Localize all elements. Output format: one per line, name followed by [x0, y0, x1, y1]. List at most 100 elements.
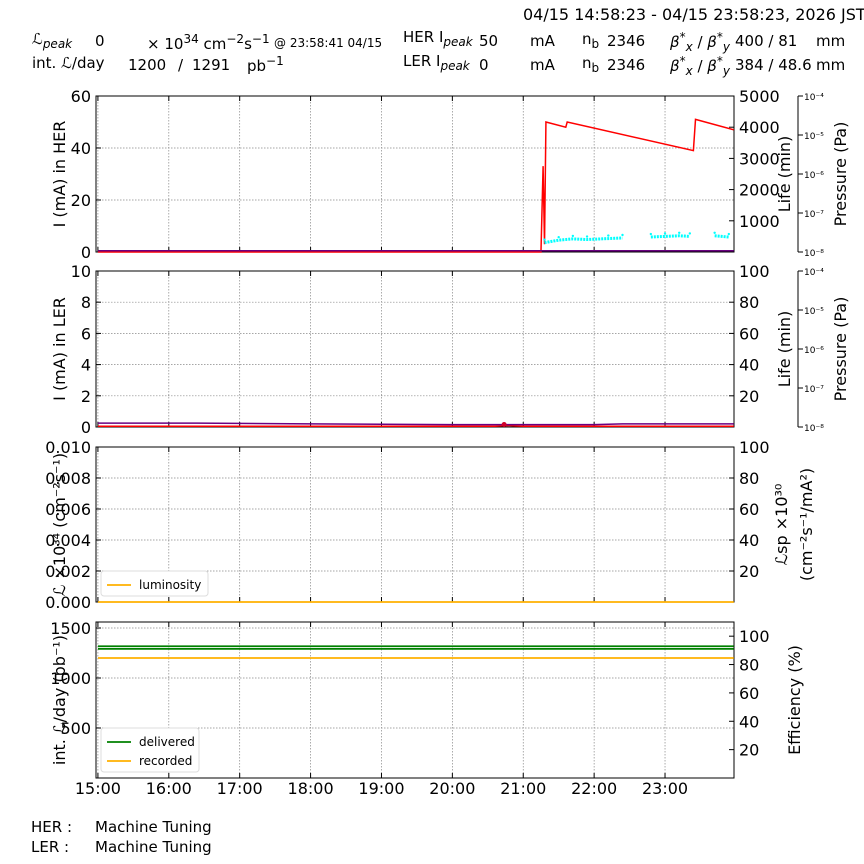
x-tick-label-6: 21:00 — [500, 779, 546, 798]
pressure-tick-label-ler-3: 10⁻⁵ — [804, 307, 824, 317]
y-tick-label-lumi-2: 0.004 — [45, 531, 91, 550]
y-tick-label-intlumi-0: 500 — [60, 719, 91, 738]
legend-label-delivered: delivered — [139, 735, 195, 749]
y2-axis-label2-lumi: (cm⁻²s⁻¹/mA²) — [797, 468, 816, 581]
y2-tick-label-her-0: 1000 — [739, 212, 780, 231]
pressure-tick-label-her-1: 10⁻⁷ — [804, 210, 824, 220]
y-tick-label-intlumi-1: 1000 — [50, 669, 91, 688]
series-ler-pressure — [97, 422, 734, 426]
life-point-her-2 — [571, 234, 575, 238]
x-tick-label-2: 17:00 — [217, 779, 263, 798]
y-tick-label-her-0: 0 — [81, 243, 91, 262]
y2-tick-label-intlumi-0: 20 — [739, 741, 759, 760]
legend-label-luminosity: luminosity — [139, 578, 201, 592]
pressure-tick-label-her-3: 10⁻⁵ — [804, 132, 824, 142]
life-point-her-4 — [607, 234, 610, 237]
y2-tick-label-lumi-2: 60 — [739, 500, 759, 519]
y2-axis-label-her: Life (min) — [775, 136, 794, 213]
y2-tick-label-ler-4: 100 — [739, 262, 770, 281]
her-ipeak-unit: mA — [530, 32, 555, 50]
y2-tick-label-lumi-4: 100 — [739, 438, 770, 457]
intl-value2: 1291 — [192, 56, 231, 74]
her-ipeak-value: 50 — [479, 32, 499, 50]
plot-frame-her — [95, 95, 735, 253]
legend-box-lumi — [100, 570, 209, 597]
intl-unit: pb−1 — [247, 54, 284, 75]
pressure-tick-label-ler-0: 10⁻⁸ — [804, 424, 824, 434]
ler-current-marker — [501, 422, 507, 427]
lpeak-label: ℒpeak — [32, 30, 73, 51]
life-point-her-0 — [543, 238, 546, 241]
life-point-her-1 — [557, 235, 560, 239]
plot-frame-intlumi — [95, 621, 735, 779]
her-status-label: HER : — [31, 818, 73, 836]
x-tick-label-4: 19:00 — [358, 779, 404, 798]
x-tick-label-7: 22:00 — [571, 779, 617, 798]
ler-status-label: LER : — [31, 838, 70, 856]
life-point-her-12 — [713, 231, 716, 234]
y-tick-label-ler-4: 8 — [81, 293, 91, 312]
time-range: 04/15 14:58:23 - 04/15 23:58:23, 2026 JS… — [523, 5, 864, 24]
ler-nb-label: nb — [582, 54, 600, 75]
lpeak-value: 0 — [95, 32, 105, 50]
pressure-axis-label-ler: Pressure (Pa) — [831, 297, 850, 402]
y-tick-label-lumi-1: 0.002 — [45, 562, 91, 581]
life-point-her-5 — [621, 233, 624, 237]
x-tick-label-1: 16:00 — [146, 779, 192, 798]
y-axis-label-her: I (mA) in HER — [50, 121, 69, 228]
ler-nb-value: 2346 — [607, 56, 646, 74]
y-axis-label-intlumi: int. ℒ/day (pb⁻¹) — [50, 635, 69, 765]
y-tick-label-lumi-3: 0.006 — [45, 500, 91, 519]
ler-ipeak-label: LER Ipeak — [403, 52, 470, 73]
series-her-life-end — [714, 234, 729, 239]
ler-beta-values: 384 / 48.6 — [735, 56, 812, 74]
pressure-tick-label-ler-1: 10⁻⁷ — [804, 385, 824, 395]
x-tick-label-3: 18:00 — [288, 779, 334, 798]
y2-axis-label-intlumi: Efficiency (%) — [785, 645, 804, 755]
pressure-axis-label-her: Pressure (Pa) — [831, 122, 850, 227]
legend-label-recorded: recorded — [139, 754, 192, 768]
ler-beta-label: β*x / β*y — [670, 54, 730, 78]
y2-tick-label-lumi-1: 40 — [739, 531, 759, 550]
y-tick-label-ler-2: 4 — [81, 356, 91, 375]
series-her-life-6 — [544, 236, 623, 245]
pressure-tick-label-her-4: 10⁻⁴ — [804, 93, 824, 103]
life-point-her-10 — [688, 232, 692, 235]
y2-tick-label-her-3: 4000 — [739, 118, 780, 137]
her-beta-label: β*x / β*y — [670, 30, 730, 54]
life-point-her-9 — [678, 231, 681, 234]
her-nb-value: 2346 — [607, 32, 646, 50]
y2-tick-label-lumi-0: 20 — [739, 562, 759, 581]
series-her-life-11 — [650, 234, 690, 239]
y-tick-label-her-1: 20 — [71, 191, 91, 210]
ler-beta-unit: mm — [816, 56, 846, 74]
intl-value: 1200 — [128, 56, 167, 74]
her-nb-label: nb — [582, 30, 600, 51]
y2-axis-label-ler: Life (min) — [775, 311, 794, 388]
y-axis-label-ler: I (mA) in LER — [50, 297, 69, 401]
y-tick-label-ler-0: 0 — [81, 418, 91, 437]
plot-frame-ler — [95, 270, 735, 428]
life-point-her-8 — [663, 232, 667, 235]
series-ler-current — [97, 424, 734, 427]
her-ipeak-label: HER Ipeak — [403, 28, 473, 49]
life-point-her-13 — [727, 232, 731, 236]
her-beta-unit: mm — [816, 32, 846, 50]
life-point-her-7 — [649, 232, 653, 236]
intl-sep: / — [178, 56, 184, 74]
y-tick-label-ler-1: 2 — [81, 387, 91, 406]
y2-tick-label-ler-1: 40 — [739, 356, 759, 375]
ler-ipeak-value: 0 — [479, 56, 489, 74]
y-tick-label-lumi-0: 0.000 — [45, 593, 91, 612]
y2-tick-label-ler-2: 60 — [739, 324, 759, 343]
y2-tick-label-intlumi-3: 80 — [739, 656, 759, 675]
y-tick-label-her-2: 40 — [71, 139, 91, 158]
pressure-tick-label-ler-4: 10⁻⁴ — [804, 268, 824, 278]
x-tick-label-5: 20:00 — [429, 779, 475, 798]
y2-tick-label-her-2: 3000 — [739, 149, 780, 168]
ler-ipeak-unit: mA — [530, 56, 555, 74]
pressure-tick-label-ler-2: 10⁻⁶ — [804, 346, 824, 356]
y-tick-label-her-3: 60 — [71, 87, 91, 106]
life-point-her-3 — [585, 235, 589, 238]
